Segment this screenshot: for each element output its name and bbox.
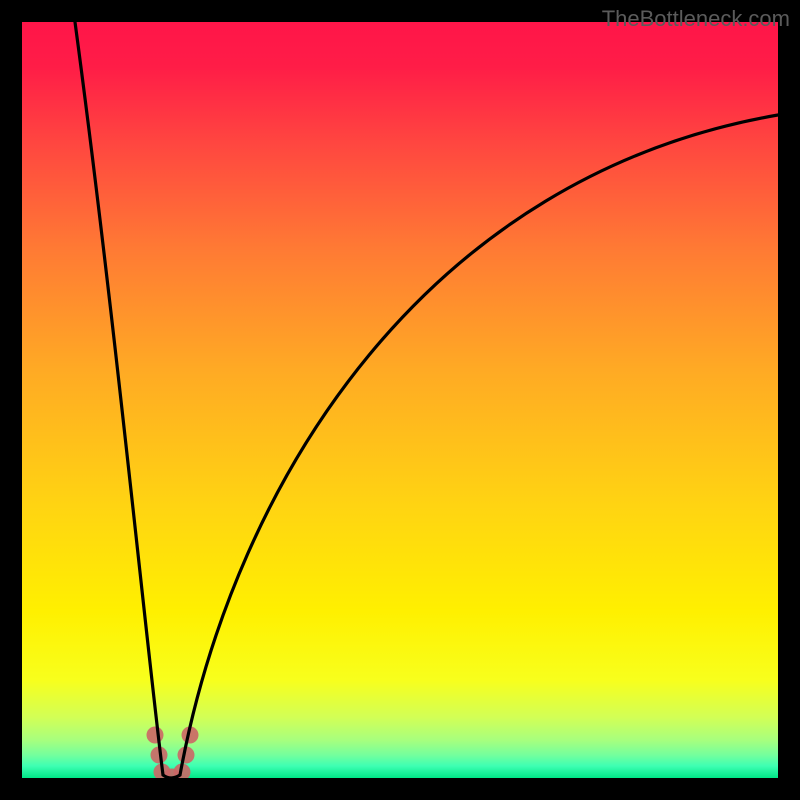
gradient-background (22, 22, 778, 778)
chart-canvas: TheBottleneck.com (0, 0, 800, 800)
valley-marker (147, 727, 164, 744)
bottleneck-chart (0, 0, 800, 800)
attribution-text: TheBottleneck.com (602, 6, 790, 32)
